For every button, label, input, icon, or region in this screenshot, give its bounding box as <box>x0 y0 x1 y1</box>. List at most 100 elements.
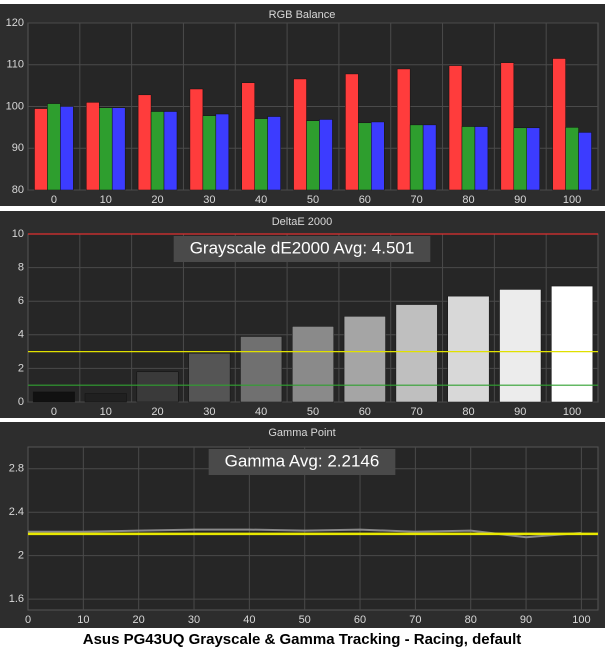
bar <box>409 124 424 191</box>
y-tick-label: 8 <box>18 262 24 274</box>
annotation: Grayscale dE2000 Avg: 4.501 <box>190 238 415 257</box>
x-tick-label: 0 <box>51 406 57 418</box>
y-tick-label: 6 <box>18 295 24 307</box>
y-tick-label: 100 <box>6 100 24 112</box>
bar <box>60 106 74 191</box>
y-tick-label: 120 <box>6 17 24 29</box>
bar <box>86 102 100 191</box>
x-tick-label: 60 <box>354 614 366 626</box>
x-tick-label: 10 <box>77 614 89 626</box>
x-tick-label: 100 <box>572 614 590 626</box>
y-tick-label: 1.6 <box>9 593 24 605</box>
bar <box>319 119 333 191</box>
x-tick-label: 50 <box>307 194 319 206</box>
x-tick-label: 20 <box>151 194 163 206</box>
bar <box>396 68 411 191</box>
bar <box>136 371 179 403</box>
bar <box>343 316 386 403</box>
bar <box>47 103 61 191</box>
bar <box>137 94 152 191</box>
y-tick-label: 4 <box>18 329 24 341</box>
x-tick-label: 40 <box>255 406 267 418</box>
bar <box>551 285 594 403</box>
annotation-box <box>173 236 431 262</box>
x-tick-label: 100 <box>563 406 581 418</box>
bar <box>500 62 515 191</box>
annotation-box <box>208 449 396 475</box>
x-tick-label: 0 <box>25 614 31 626</box>
bar <box>202 115 217 191</box>
bar <box>371 121 385 191</box>
x-tick-label: 90 <box>514 406 526 418</box>
caption: Asus PG43UQ Grayscale & Gamma Tracking -… <box>83 631 522 648</box>
x-tick-label: 40 <box>243 614 255 626</box>
bar <box>267 116 281 191</box>
x-tick-label: 60 <box>359 194 371 206</box>
bar <box>345 73 359 191</box>
bar <box>241 82 255 191</box>
chart-title: RGB Balance <box>269 9 336 21</box>
bar <box>395 304 438 403</box>
x-tick-label: 50 <box>299 614 311 626</box>
y-tick-label: 2 <box>18 550 24 562</box>
y-tick-label: 90 <box>12 142 24 154</box>
bar <box>578 132 592 191</box>
bar <box>358 122 372 191</box>
bar <box>189 88 204 191</box>
x-tick-label: 60 <box>359 406 371 418</box>
bar <box>306 120 320 191</box>
bar <box>461 126 476 191</box>
bar <box>32 391 75 403</box>
y-tick-label: 0 <box>18 396 24 408</box>
bar <box>447 295 490 403</box>
y-tick-label: 2.4 <box>9 506 24 518</box>
x-tick-label: 80 <box>462 194 474 206</box>
x-tick-label: 30 <box>188 614 200 626</box>
x-tick-label: 10 <box>100 194 112 206</box>
bar <box>448 65 463 191</box>
bar <box>292 326 334 403</box>
bar <box>99 107 113 191</box>
bar <box>499 289 542 403</box>
y-tick-label: 2 <box>18 362 24 374</box>
bar <box>565 127 579 191</box>
y-tick-label: 80 <box>12 184 24 196</box>
bar <box>526 127 540 191</box>
x-tick-label: 50 <box>307 406 319 418</box>
x-tick-label: 40 <box>255 194 267 206</box>
x-tick-label: 70 <box>409 614 421 626</box>
x-tick-label: 10 <box>100 406 112 418</box>
x-tick-label: 0 <box>51 194 57 206</box>
y-tick-label: 10 <box>12 228 24 240</box>
x-tick-label: 90 <box>514 194 526 206</box>
bar <box>552 58 566 191</box>
x-tick-label: 30 <box>203 194 215 206</box>
x-tick-label: 100 <box>563 194 581 206</box>
y-tick-label: 2.8 <box>9 463 24 475</box>
x-tick-label: 30 <box>203 406 215 418</box>
x-tick-label: 80 <box>462 406 474 418</box>
bar <box>84 393 127 403</box>
bar <box>422 124 437 191</box>
y-tick-label: 110 <box>6 59 24 71</box>
bar <box>240 336 283 403</box>
bar <box>215 113 230 191</box>
x-tick-label: 80 <box>465 614 477 626</box>
x-tick-label: 90 <box>520 614 532 626</box>
bar <box>474 126 489 191</box>
bar <box>513 127 528 191</box>
x-tick-label: 20 <box>151 406 163 418</box>
chart-title: DeltaE 2000 <box>272 216 333 228</box>
x-tick-label: 70 <box>411 406 423 418</box>
chart-title: Gamma Point <box>268 427 335 439</box>
annotation: Gamma Avg: 2.2146 <box>225 451 380 470</box>
bar <box>111 107 126 191</box>
x-tick-label: 70 <box>411 194 423 206</box>
bar <box>150 111 165 191</box>
bar <box>188 353 231 403</box>
bar <box>254 118 268 191</box>
bar <box>163 111 178 191</box>
x-tick-label: 20 <box>133 614 145 626</box>
